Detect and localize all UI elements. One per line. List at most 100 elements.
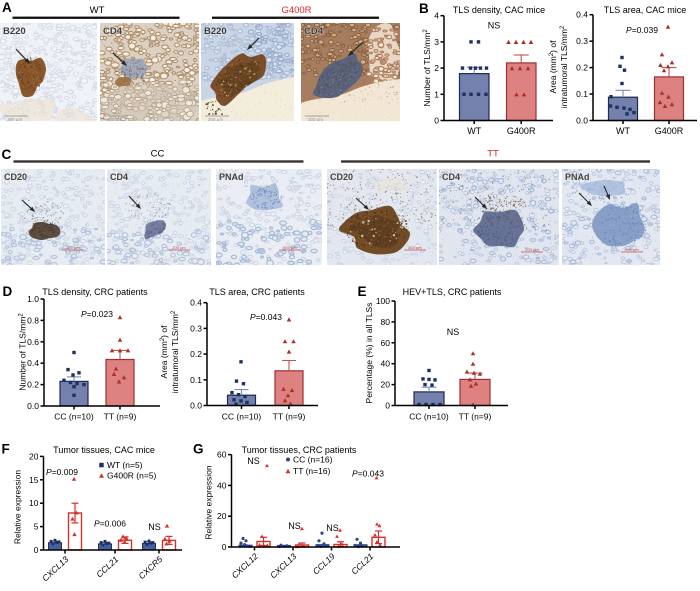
svg-text:B220: B220 (3, 26, 26, 37)
svg-text:P=0.023: P=0.023 (81, 309, 113, 319)
svg-text:0.2: 0.2 (27, 380, 39, 390)
svg-text:1: 1 (434, 89, 439, 99)
svg-text:0.3: 0.3 (190, 323, 202, 333)
svg-text:0.2: 0.2 (576, 63, 588, 73)
svg-text:Area (mm2) of: Area (mm2) of (159, 325, 169, 379)
svg-text:CC (n=10): CC (n=10) (222, 412, 262, 422)
svg-text:NS: NS (326, 523, 339, 533)
svg-text:CC (n=16): CC (n=16) (293, 455, 333, 465)
svg-text:0: 0 (434, 116, 439, 126)
svg-text:0.0: 0.0 (27, 401, 39, 411)
svg-text:Relative expression: Relative expression (204, 465, 214, 539)
svg-text:1.0: 1.0 (27, 294, 39, 304)
svg-text:0.4: 0.4 (27, 358, 39, 368)
svg-text:0.1: 0.1 (190, 375, 202, 385)
svg-text:CXCL13: CXCL13 (40, 554, 71, 583)
svg-text:NS: NS (288, 521, 301, 531)
svg-text:CXCL13: CXCL13 (268, 551, 299, 580)
svg-text:CC: CC (151, 149, 165, 160)
svg-text:P=0.039: P=0.039 (626, 25, 658, 35)
svg-text:15: 15 (29, 475, 39, 485)
svg-text:NS: NS (488, 21, 501, 31)
svg-text:intratumoral TLS/mm2: intratumoral TLS/mm2 (170, 310, 180, 393)
svg-text:WT: WT (616, 126, 630, 136)
svg-text:0.2: 0.2 (190, 349, 202, 359)
svg-text:0.3: 0.3 (576, 36, 588, 46)
svg-text:20: 20 (217, 511, 227, 521)
svg-text:TLS density, CAC mice: TLS density, CAC mice (453, 5, 545, 15)
svg-text:CXCL12: CXCL12 (230, 551, 261, 580)
svg-text:60: 60 (217, 450, 227, 460)
svg-text:20: 20 (29, 451, 39, 461)
svg-text:TT (n=9): TT (n=9) (273, 412, 306, 422)
svg-text:B220: B220 (204, 26, 227, 37)
svg-text:CC (n=10): CC (n=10) (409, 412, 449, 422)
svg-text:Tumor tissues, CRC patients: Tumor tissues, CRC patients (242, 445, 357, 455)
svg-text:CD4: CD4 (103, 26, 123, 37)
svg-text:TT: TT (487, 149, 499, 160)
svg-text:3: 3 (434, 37, 439, 47)
svg-text:CXCR5: CXCR5 (136, 554, 164, 581)
svg-text:0.8: 0.8 (27, 315, 39, 325)
svg-text:P=0.009: P=0.009 (46, 467, 78, 477)
svg-text:F: F (2, 442, 10, 457)
svg-text:0.0: 0.0 (576, 116, 588, 126)
svg-text:WT: WT (467, 126, 481, 136)
svg-text:100: 100 (376, 296, 390, 306)
svg-text:WT (n=5): WT (n=5) (107, 460, 143, 470)
svg-text:NS: NS (247, 456, 260, 466)
svg-text:5: 5 (34, 522, 39, 532)
svg-text:P=0.043: P=0.043 (352, 469, 384, 479)
svg-text:0.6: 0.6 (27, 337, 39, 347)
svg-text:Number of TLS/mm2: Number of TLS/mm2 (18, 313, 28, 391)
svg-text:Percentage (%) in all TLSs: Percentage (%) in all TLSs (364, 303, 374, 404)
svg-text:P=0.006: P=0.006 (94, 519, 126, 529)
svg-text:WT: WT (90, 5, 105, 16)
svg-text:TT (n=9): TT (n=9) (459, 412, 492, 422)
svg-text:TLS area, CRC patients: TLS area, CRC patients (209, 287, 305, 297)
svg-text:HEV+TLS, CRC patients: HEV+TLS, CRC patients (403, 287, 502, 297)
svg-text:C: C (2, 147, 12, 162)
svg-text:Number of TLS/mm2: Number of TLS/mm2 (422, 29, 432, 107)
svg-text:10: 10 (29, 498, 39, 508)
svg-text:NS: NS (148, 522, 161, 532)
svg-text:Relative expression: Relative expression (13, 470, 23, 544)
svg-text:0: 0 (222, 542, 227, 552)
svg-text:G400R: G400R (281, 5, 311, 16)
svg-text:B: B (419, 1, 429, 16)
svg-text:G400R: G400R (507, 126, 536, 136)
svg-text:2: 2 (434, 63, 439, 73)
svg-text:E: E (358, 284, 367, 299)
svg-text:TT (n=16): TT (n=16) (293, 466, 331, 476)
svg-text:CCL21: CCL21 (349, 551, 375, 577)
svg-text:TLS area, CAC mice: TLS area, CAC mice (604, 5, 687, 15)
svg-text:200 μm: 200 μm (208, 117, 223, 121)
svg-text:0.1: 0.1 (576, 89, 588, 99)
svg-text:NS: NS (447, 327, 460, 337)
svg-text:0: 0 (34, 545, 39, 555)
svg-text:40: 40 (217, 480, 227, 490)
svg-text:TLS density, CRC patients: TLS density, CRC patients (42, 287, 148, 297)
svg-text:80: 80 (381, 317, 391, 327)
svg-text:Area (mm2) of: Area (mm2) of (548, 40, 558, 94)
svg-text:CCL21: CCL21 (94, 554, 120, 580)
svg-text:A: A (2, 0, 12, 15)
svg-text:G400R: G400R (655, 126, 684, 136)
svg-text:G400R (n=5): G400R (n=5) (107, 471, 157, 481)
svg-text:0: 0 (385, 401, 390, 411)
svg-text:0.4: 0.4 (576, 10, 588, 20)
svg-text:40: 40 (381, 359, 391, 369)
svg-text:4: 4 (434, 11, 439, 21)
svg-text:200 μm: 200 μm (7, 117, 22, 121)
svg-text:G: G (193, 442, 204, 457)
svg-text:CCL19: CCL19 (311, 551, 337, 577)
svg-text:intratumoral TLS/mm2: intratumoral TLS/mm2 (559, 25, 569, 108)
svg-text:Tumor tissues, CAC mice: Tumor tissues, CAC mice (53, 445, 155, 455)
svg-text:0.4: 0.4 (190, 298, 202, 308)
svg-text:TT (n=9): TT (n=9) (104, 412, 137, 422)
svg-text:60: 60 (381, 338, 391, 348)
svg-text:200 μm: 200 μm (107, 117, 122, 121)
svg-text:P=0.043: P=0.043 (250, 312, 282, 322)
svg-text:0.0: 0.0 (190, 401, 202, 411)
svg-text:D: D (3, 284, 13, 299)
